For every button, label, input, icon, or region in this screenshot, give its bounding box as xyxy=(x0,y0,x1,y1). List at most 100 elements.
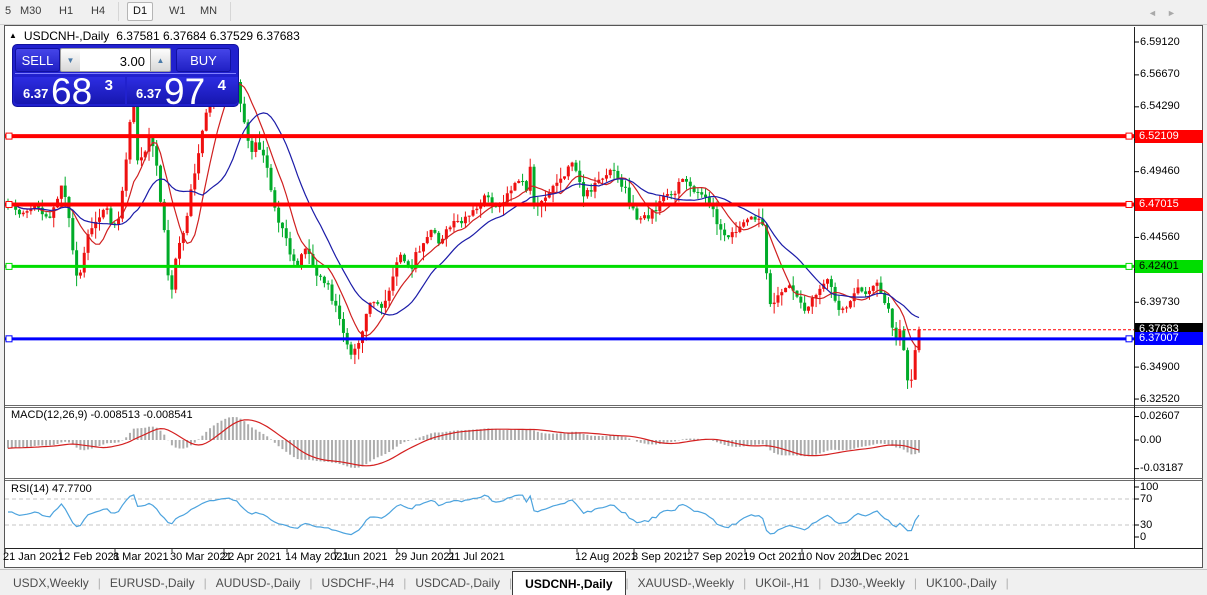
date-axis-label: 21 Jul 2021 xyxy=(448,551,505,563)
date-axis-label: 12 Feb 2021 xyxy=(58,551,120,563)
timeframe-button-h4[interactable]: H4 xyxy=(91,5,106,17)
tab-xauusd-weekly[interactable]: XAUUSD-,Weekly xyxy=(637,575,735,590)
level-handle[interactable] xyxy=(1125,132,1133,140)
rsi-axis-tick: 100 xyxy=(1140,480,1159,493)
buy-button[interactable]: BUY xyxy=(176,48,231,72)
lot-size-input[interactable]: 3.00 xyxy=(80,48,151,72)
tab-separator: | xyxy=(743,575,747,590)
chart-window xyxy=(4,25,1203,568)
tab-separator: | xyxy=(309,575,313,590)
sell-price-prefix: 6.37 xyxy=(23,86,49,101)
date-axis-label: 2 Dec 2021 xyxy=(853,551,910,563)
tab-separator: | xyxy=(203,575,207,590)
tab-separator: | xyxy=(403,575,407,590)
level-handle[interactable] xyxy=(5,262,13,270)
price-axis-tick: 6.54290 xyxy=(1140,100,1180,113)
tab-separator: | xyxy=(625,575,629,590)
buy-price-point: 4 xyxy=(217,77,226,94)
date-axis-label: 21 Jan 2021 xyxy=(3,551,64,563)
date-axis-label: 10 Nov 2021 xyxy=(800,551,863,563)
date-axis-label: 8 Mar 2021 xyxy=(113,551,169,563)
chart-title: ▲ USDCNH-,Daily 6.37581 6.37684 6.37529 … xyxy=(9,29,300,43)
chart-tab-list: USDX,Weekly | EURUSD-,Daily | AUDUSD-,Daily |… xyxy=(0,570,1207,595)
date-axis-label: 12 Aug 2021 xyxy=(575,551,637,563)
candles-layer xyxy=(6,63,921,389)
tab-eurusd-daily[interactable]: EURUSD-,Daily xyxy=(109,575,195,590)
date-axis-label: 14 May 2021 xyxy=(285,551,349,563)
tab-usdcnh-daily[interactable]: USDCNH-,Daily xyxy=(512,571,626,595)
price-level-badge: 6.47015 xyxy=(1135,197,1203,211)
timeframe-button-5[interactable]: 5 xyxy=(5,5,12,17)
tab-separator: | xyxy=(818,575,822,590)
timeframe-toolbar: 5 M30 H1 H4 D1 W1 MN xyxy=(0,0,1207,25)
sell-price-display[interactable]: 6.37 68 3 xyxy=(14,71,125,112)
timeframe-button-h1[interactable]: H1 xyxy=(59,5,74,17)
collapse-triangle-icon[interactable]: ▲ xyxy=(9,30,17,40)
toolbar-separator xyxy=(230,2,231,21)
date-axis-label: 7 Jun 2021 xyxy=(333,551,388,563)
macd-axis-tick: 0.02607 xyxy=(1140,410,1180,423)
level-handle[interactable] xyxy=(1125,335,1133,343)
tab-usdchf-h4[interactable]: USDCHF-,H4 xyxy=(321,575,395,590)
timeframe-button-w1[interactable]: W1 xyxy=(169,5,186,17)
ma-fast-line xyxy=(7,83,920,349)
level-handle[interactable] xyxy=(5,200,13,208)
buy-price-display[interactable]: 6.37 97 4 xyxy=(127,71,238,112)
level-handle[interactable] xyxy=(1125,200,1133,208)
date-axis-label: 29 Jun 2021 xyxy=(395,551,456,563)
tab-separator: | xyxy=(1005,575,1009,590)
sell-price-point: 3 xyxy=(104,77,113,94)
price-axis-tick: 6.56670 xyxy=(1140,68,1180,81)
macd-axis-tick: 0.00 xyxy=(1140,433,1162,446)
tab-separator: | xyxy=(913,575,917,590)
trade-panel-divider xyxy=(15,73,236,74)
price-axis-tick: 6.59120 xyxy=(1140,35,1180,48)
macd-signal-line xyxy=(7,419,920,467)
price-axis-tick: 6.49460 xyxy=(1140,165,1180,178)
sell-button[interactable]: SELL xyxy=(15,48,60,72)
chart-symbol-period: USDCNH-,Daily xyxy=(23,29,110,43)
price-level-badge: 6.37007 xyxy=(1135,332,1203,346)
macd-histogram xyxy=(7,417,920,468)
timeframe-button-d1[interactable]: D1 xyxy=(127,2,154,21)
rsi-axis-tick: 0 xyxy=(1140,530,1147,543)
rsi-axis-tick: 70 xyxy=(1140,492,1153,505)
rsi-line xyxy=(8,494,920,536)
tab-usdcad-daily[interactable]: USDCAD-,Daily xyxy=(415,575,501,590)
chart-ohlc-readout: 6.37581 6.37684 6.37529 6.37683 xyxy=(116,29,300,43)
level-handle[interactable] xyxy=(5,335,13,343)
tab-dj30-weekly[interactable]: DJ30-,Weekly xyxy=(830,575,905,590)
date-axis-label: 30 Mar 2021 xyxy=(170,551,232,563)
date-axis-label: 22 Apr 2021 xyxy=(222,551,282,563)
price-axis-tick: 6.39730 xyxy=(1140,295,1180,308)
macd-indicator-label: MACD(12,26,9) -0.008513 -0.008541 xyxy=(11,409,193,421)
tab-audusd-daily[interactable]: AUDUSD-,Daily xyxy=(215,575,301,590)
timeframe-button-m30[interactable]: M30 xyxy=(20,5,42,17)
price-axis-tick: 6.34900 xyxy=(1140,360,1180,373)
level-handle[interactable] xyxy=(1125,262,1133,270)
macd-axis-tick: -0.03187 xyxy=(1140,462,1184,475)
tab-usdx-weekly[interactable]: USDX,Weekly xyxy=(13,575,89,590)
lot-decrease-button[interactable]: ▼ xyxy=(60,48,81,72)
price-axis-tick: 6.32520 xyxy=(1140,392,1180,405)
tab-scroll-left-icon[interactable]: ◄ xyxy=(1148,8,1157,18)
timeframe-button-mn[interactable]: MN xyxy=(200,5,218,17)
tab-separator: | xyxy=(97,575,101,590)
toolbar-separator xyxy=(118,2,119,21)
tab-scroll-right-icon[interactable]: ► xyxy=(1167,8,1176,18)
buy-price-pips: 97 xyxy=(164,71,206,112)
date-axis-label: 27 Sep 2021 xyxy=(687,551,750,563)
sell-price-pips: 68 xyxy=(51,71,93,112)
tab-ukoil-h1[interactable]: UKOil-,H1 xyxy=(755,575,810,590)
rsi-axis-tick: 30 xyxy=(1140,518,1153,531)
level-handle[interactable] xyxy=(5,132,13,140)
rsi-indicator-label: RSI(14) 47.7700 xyxy=(11,483,92,495)
lot-increase-button[interactable]: ▲ xyxy=(150,48,171,72)
buy-price-prefix: 6.37 xyxy=(136,86,162,101)
tab-separator: | xyxy=(509,575,513,590)
date-axis-label: 19 Oct 2021 xyxy=(743,551,803,563)
ma-slow-line xyxy=(7,112,920,319)
tab-uk100-daily[interactable]: UK100-,Daily xyxy=(925,575,997,590)
